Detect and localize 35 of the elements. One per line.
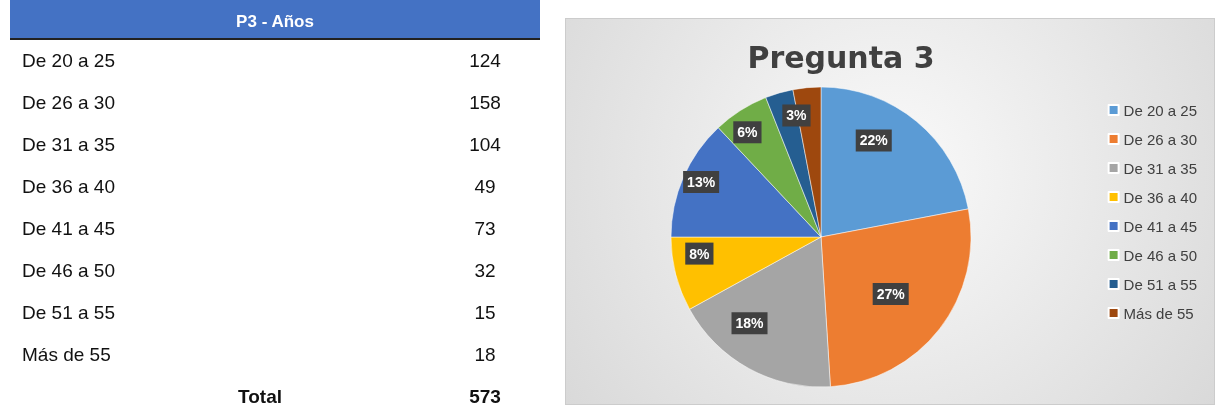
- data-label: 15: [473, 301, 497, 325]
- category-label: Más de 55: [21, 343, 112, 367]
- category-label: De 31 a 35: [21, 133, 116, 157]
- category-label: De 51 a 55: [21, 301, 116, 325]
- category-label: De 46 a 50: [21, 259, 116, 283]
- data-label: 8%: [689, 245, 711, 262]
- data-label: 32: [473, 259, 497, 283]
- text: Total: [237, 385, 283, 409]
- chart-title: Pregunta 3: [747, 39, 935, 75]
- data-label: 13%: [687, 173, 716, 190]
- data-label: 124: [468, 49, 502, 73]
- legend-label: De 36 a 40: [1123, 188, 1197, 206]
- legend-label: Más de 55: [1123, 304, 1194, 322]
- category-label: De 36 a 40: [21, 175, 116, 199]
- category-label: De 20 a 25: [21, 49, 116, 73]
- data-label: 22%: [859, 132, 889, 149]
- data-label: 49: [473, 175, 497, 199]
- category-label: De 26 a 30: [21, 91, 116, 115]
- data-label: 6%: [737, 124, 759, 141]
- legend-label: De 31 a 35: [1123, 159, 1197, 177]
- category-label: De 41 a 45: [21, 217, 116, 241]
- legend-label: De 51 a 55: [1123, 275, 1197, 293]
- data-label: 73: [473, 217, 497, 241]
- legend-label: De 41 a 45: [1123, 217, 1197, 235]
- text: 573: [468, 385, 502, 409]
- text: P3 - Años: [10, 0, 540, 40]
- data-label: 18: [473, 343, 497, 367]
- data-label: 104: [468, 133, 502, 157]
- legend-label: De 20 a 25: [1123, 101, 1197, 119]
- data-label: 27%: [876, 286, 906, 303]
- data-label: 18%: [735, 315, 765, 332]
- legend-label: De 46 a 50: [1123, 246, 1197, 264]
- legend-label: De 26 a 30: [1123, 130, 1197, 148]
- data-label: 3%: [786, 107, 808, 124]
- data-label: 158: [468, 91, 502, 115]
